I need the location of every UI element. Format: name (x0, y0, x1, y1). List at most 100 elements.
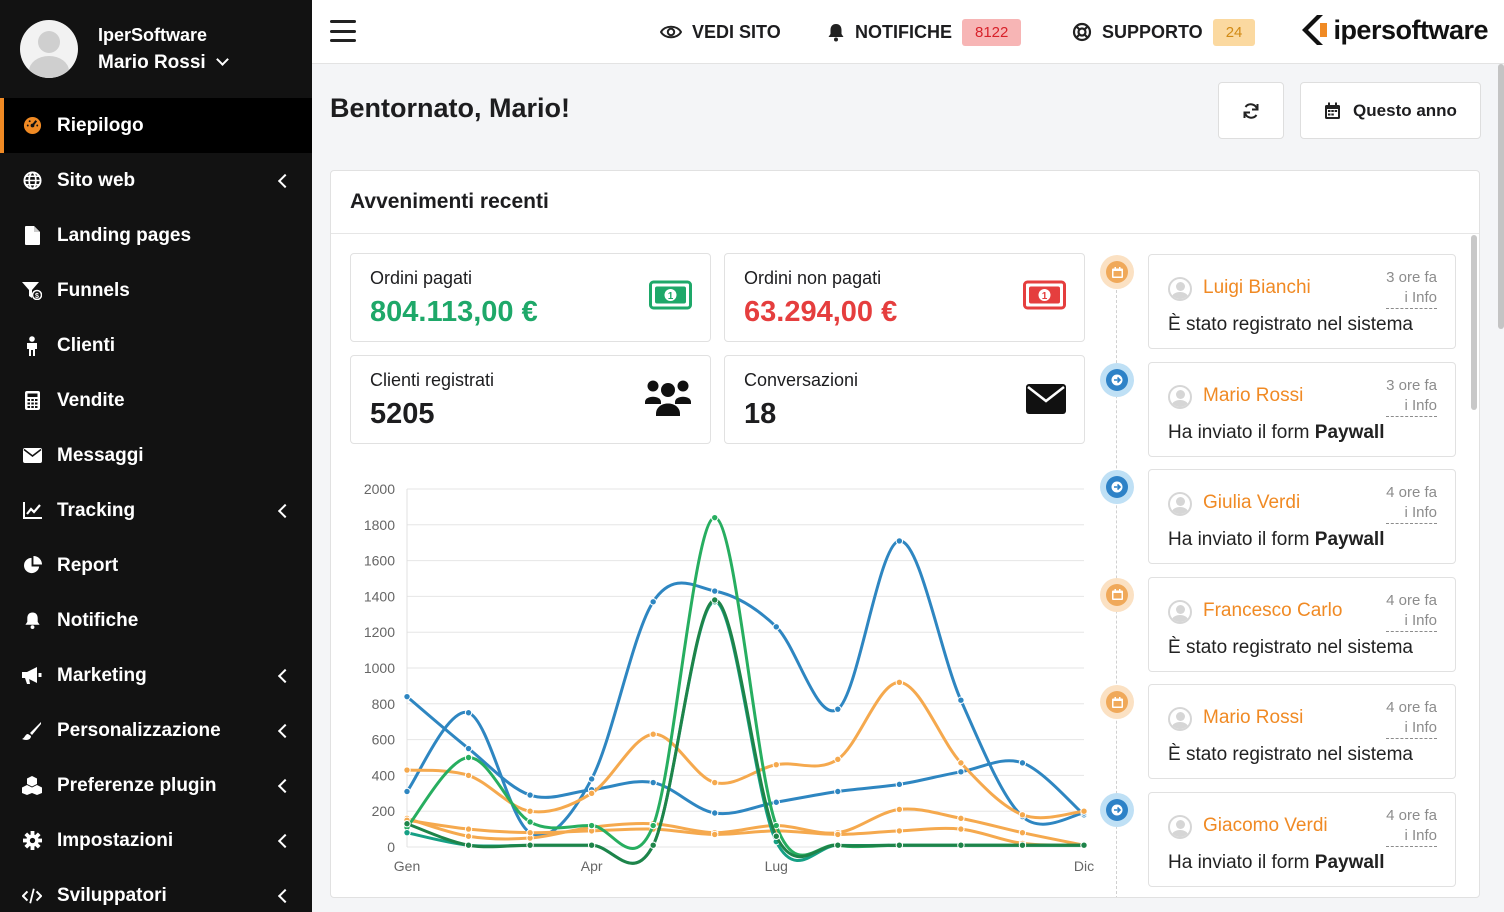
info-link[interactable]: i Info (1386, 503, 1437, 524)
topbar: VEDI SITO NOTIFICHE 8122 SUPPORTO 24 ipe… (312, 0, 1504, 64)
sidebar-item-clienti[interactable]: Clienti (0, 318, 312, 373)
stat-unpaid-orders: Ordini non pagati 63.294,00 € 1 (724, 253, 1085, 342)
info-link[interactable]: i Info (1386, 611, 1437, 632)
data-point (772, 623, 780, 631)
refresh-button[interactable] (1218, 82, 1284, 139)
data-point (464, 753, 473, 762)
timeline-user-link[interactable]: Luigi Bianchi (1203, 277, 1311, 298)
notifications-link[interactable]: NOTIFICHE 8122 (827, 0, 1022, 64)
support-link[interactable]: SUPPORTO 24 (1072, 0, 1256, 64)
sidebar-item-marketing[interactable]: Marketing (0, 648, 312, 703)
timeline-item: Giacomo Verdi 4 ore fa i Info Ha inviato il… (1148, 791, 1456, 887)
menu-toggle-icon[interactable] (330, 20, 356, 42)
chevron-left-icon[interactable] (277, 173, 293, 188)
sidebar-item-impostazioni[interactable]: Impostazioni (0, 813, 312, 868)
sidebar-item-riepilogo[interactable]: Riepilogo (0, 98, 312, 153)
x-tick-label: Gen (394, 858, 420, 874)
timeline-text: È stato registrato nel sistema (1168, 637, 1413, 659)
data-point (649, 598, 657, 606)
sidebar-item-label: Sito web (57, 169, 136, 191)
users-icon (645, 380, 691, 416)
y-tick-label: 0 (387, 839, 395, 855)
sidebar-item-sviluppatori[interactable]: Sviluppatori (0, 868, 312, 912)
data-point (526, 841, 534, 849)
timeline-item: Giulia Verdi 4 ore fa i Info Ha inviato il … (1148, 469, 1456, 564)
timeline-user-link[interactable]: Francesco Carlo (1203, 599, 1343, 621)
sidebar-item-label: Vendite (57, 389, 125, 411)
chevron-left-icon[interactable] (277, 668, 293, 683)
company-name: IperSoftware (98, 25, 208, 45)
stat-paid-orders: Ordini pagati 804.113,00 € 1 (350, 253, 711, 342)
sidebar-item-label: Tracking (57, 499, 136, 521)
page-scrollbar[interactable] (1498, 64, 1504, 329)
money-bill-icon: 1 (649, 280, 692, 310)
info-link[interactable]: i Info (1386, 718, 1437, 739)
data-point (895, 780, 904, 789)
chevron-left-icon[interactable] (277, 503, 293, 518)
data-point (895, 841, 904, 849)
user-avatar-icon (1168, 384, 1192, 409)
arrow-circle-icon (1100, 362, 1134, 397)
support-label: SUPPORTO (1102, 21, 1203, 42)
data-point (957, 841, 965, 849)
sidebar-item-messaggi[interactable]: Messaggi (0, 428, 312, 483)
series-line (406, 695, 1085, 816)
data-point (649, 730, 657, 738)
sidebar-item-preferenze-plugin[interactable]: Preferenze plugin (0, 758, 312, 813)
cubes-icon (22, 776, 42, 796)
timeline-item: Mario Rossi 4 ore fa i Info È stato registr… (1148, 684, 1456, 779)
card-title: Avvenimenti recenti (331, 171, 1479, 234)
timeline-time: 4 ore fa i Info (1386, 591, 1437, 632)
timeline-user-link[interactable]: Giacomo Verdi (1203, 814, 1328, 836)
chevron-left-icon[interactable] (277, 723, 293, 738)
lifebuoy-icon (1072, 22, 1092, 42)
y-tick-label: 1600 (364, 553, 395, 569)
svg-text:$: $ (35, 293, 39, 300)
view-site-link[interactable]: VEDI SITO (660, 0, 781, 64)
chevron-left-icon[interactable] (277, 778, 293, 793)
timeline-text: Ha inviato il form Paywall (1168, 852, 1385, 874)
sidebar-item-label: Preferenze plugin (57, 774, 217, 796)
timeline-user-link[interactable]: Mario Rossi (1203, 707, 1304, 728)
sidebar-item-tracking[interactable]: Tracking (0, 483, 312, 538)
timeline-message: È stato registrato nel sistema (1168, 744, 1413, 765)
logo-mark-icon (1302, 15, 1328, 45)
calendar-icon (1100, 685, 1134, 719)
timeline-user-link[interactable]: Giulia Verdi (1203, 492, 1301, 513)
timeline-item: Luigi Bianchi 3 ore fa i Info È stato regis… (1148, 254, 1456, 349)
timeline-time-label: 4 ore fa (1386, 699, 1437, 716)
sidebar-item-personalizzazione[interactable]: Personalizzazione (0, 703, 312, 758)
user-profile[interactable]: IperSoftware Mario Rossi (0, 0, 312, 98)
info-link[interactable]: i Info (1386, 396, 1437, 417)
brand-logo[interactable]: ipersoftware (1299, 14, 1488, 46)
info-link[interactable]: i Info (1386, 826, 1437, 847)
data-point (403, 692, 411, 701)
data-point (1018, 811, 1027, 819)
chevron-left-icon[interactable] (277, 888, 293, 903)
x-tick-label: Lug (765, 858, 788, 874)
chevron-down-icon[interactable] (215, 53, 229, 66)
data-point (895, 537, 904, 545)
sidebar-item-vendite[interactable]: Vendite (0, 373, 312, 428)
info-link[interactable]: i Info (1386, 288, 1437, 309)
timeline-time-label: 4 ore fa (1386, 591, 1437, 609)
timeline-message: È stato registrato nel sistema (1168, 636, 1413, 658)
timeline-item: Francesco Carlo 4 ore fa i Info È stato reg… (1148, 576, 1456, 672)
timeline-scrollbar[interactable] (1471, 235, 1477, 410)
chevron-left-icon[interactable] (277, 833, 293, 848)
data-point (649, 821, 657, 830)
timeline-user-link[interactable]: Mario Rossi (1203, 384, 1304, 406)
data-point (711, 809, 719, 817)
sidebar-item-label: Marketing (57, 664, 147, 686)
sidebar-item-report[interactable]: Report (0, 538, 312, 593)
sidebar-item-funnels[interactable]: $ Funnels (0, 263, 312, 318)
sidebar-item-landing-pages[interactable]: Landing pages (0, 208, 312, 263)
y-tick-label: 200 (372, 803, 396, 819)
sidebar-item-notifiche[interactable]: Notifiche (0, 593, 312, 648)
data-point (526, 828, 534, 837)
series-line (405, 516, 1084, 857)
data-point (464, 825, 473, 833)
y-tick-label: 800 (372, 696, 396, 712)
sidebar-item-sito-web[interactable]: Sito web (0, 153, 312, 208)
period-selector-button[interactable]: Questo anno (1300, 82, 1481, 139)
